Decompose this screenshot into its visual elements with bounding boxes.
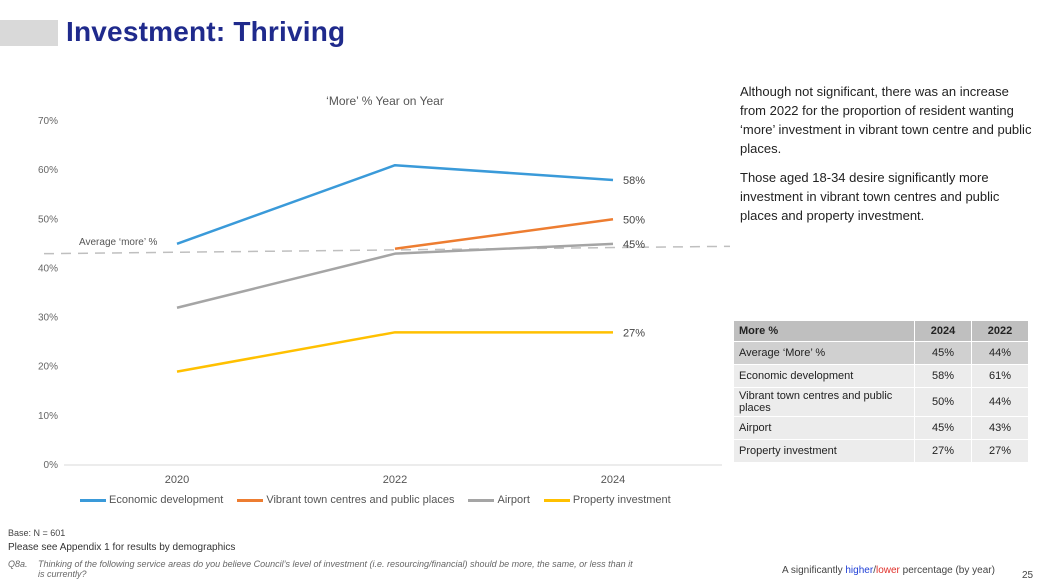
chart-title: ‘More’ % Year on Year [326,94,444,108]
row-label: Vibrant town centres and public places [733,387,915,417]
x-tick-label: 2022 [383,474,407,486]
row-value-2022: 61% [971,364,1029,388]
y-tick-label: 30% [38,313,58,324]
commentary-paragraph-2: Those aged 18-34 desire significantly mo… [740,170,1000,223]
legend-item: Economic development [80,494,223,506]
title-accent-bar [0,20,58,46]
sig-prefix: A significantly [782,565,846,576]
comparison-table: More % 2024 2022 Average ‘More’ % 45% 44… [733,320,1029,463]
question-note: Q8a. Thinking of the following service a… [8,559,638,579]
y-tick-label: 60% [38,165,58,176]
series-end-label: 50% [623,214,645,226]
legend-label: Vibrant town centres and public places [266,494,455,506]
legend-label: Airport [497,494,530,506]
series-line [394,218,614,251]
table-header-row: More % 2024 2022 [733,320,1029,342]
significance-note: A significantly higher/lower percentage … [782,565,995,576]
row-value-2024: 58% [914,364,972,388]
appendix-note: Please see Appendix 1 for results by dem… [8,542,236,553]
x-axis: 2020 2022 2024 [64,464,722,486]
row-value-2022: 44% [971,341,1029,365]
y-tick-label: 50% [38,214,58,225]
series-line [176,163,614,246]
row-value-2024: 45% [914,416,972,440]
row-value-2024: 50% [914,387,972,417]
series-end-label: 58% [623,175,645,187]
row-value-2024: 45% [914,341,972,365]
sig-lower: lower [875,565,900,576]
row-label: Economic development [733,364,915,388]
row-value-2022: 27% [971,439,1029,463]
table-row: Property investment 27% 27% [733,439,1029,463]
question-text: Thinking of the following service areas … [38,559,633,579]
table-row: Airport 45% 43% [733,416,1029,440]
average-line [43,245,731,255]
legend-item: Property investment [543,494,671,506]
row-label: Airport [733,416,915,440]
table-row: Vibrant town centres and public places 5… [733,387,1029,417]
data-labels: 58% 50% 45% 27% [623,175,645,339]
sig-slash: / [873,565,876,576]
legend-label: Property investment [572,494,671,506]
chart-legend: Economic development Vibrant town centre… [80,494,671,506]
legend-swatch [237,498,264,502]
y-axis-labels: 0% 10% 20% 30% 40% 50% 60% 70% [38,116,58,471]
average-line-group: Average ‘more’ % [43,237,731,255]
sig-higher: higher [845,565,874,576]
series-end-label: 45% [623,239,645,251]
x-tick-label: 2024 [601,474,625,486]
row-value-2022: 43% [971,416,1029,440]
y-tick-label: 10% [38,411,58,422]
base-note: Base: N = 601 [8,528,66,538]
table-header: 2022 [971,320,1029,342]
legend-swatch [543,498,570,502]
table-row: Economic development 58% 61% [733,364,1029,388]
y-tick-label: 0% [44,460,59,471]
row-label: Property investment [733,439,915,463]
legend-swatch [468,498,495,502]
series-lines [176,163,614,373]
commentary: Although not significant, there was an i… [740,82,1032,235]
legend-item: Vibrant town centres and public places [237,494,454,506]
table-header: More % [733,320,915,342]
series-line [176,331,613,373]
page-title: Investment: Thriving [66,16,346,47]
row-value-2022: 44% [971,387,1029,417]
row-label: Average ‘More’ % [733,341,915,365]
y-tick-label: 70% [38,116,58,127]
table-header: 2024 [914,320,972,342]
series-end-label: 27% [623,327,645,339]
legend-swatch [80,498,106,502]
commentary-paragraph-1: Although not significant, there was an i… [740,84,1032,156]
table-row: Average ‘More’ % 45% 44% [733,341,1029,365]
average-line-label: Average ‘more’ % [79,237,157,248]
legend-label: Economic development [109,494,224,506]
question-number: Q8a. [8,559,28,569]
page-number: 25 [1022,570,1034,581]
y-tick-label: 40% [38,263,58,274]
series-line [176,242,614,309]
x-tick-label: 2020 [165,474,189,486]
y-tick-label: 20% [38,362,58,373]
legend-item: Airport [468,494,530,506]
sig-suffix: percentage (by year) [899,565,995,576]
row-value-2024: 27% [914,439,972,463]
